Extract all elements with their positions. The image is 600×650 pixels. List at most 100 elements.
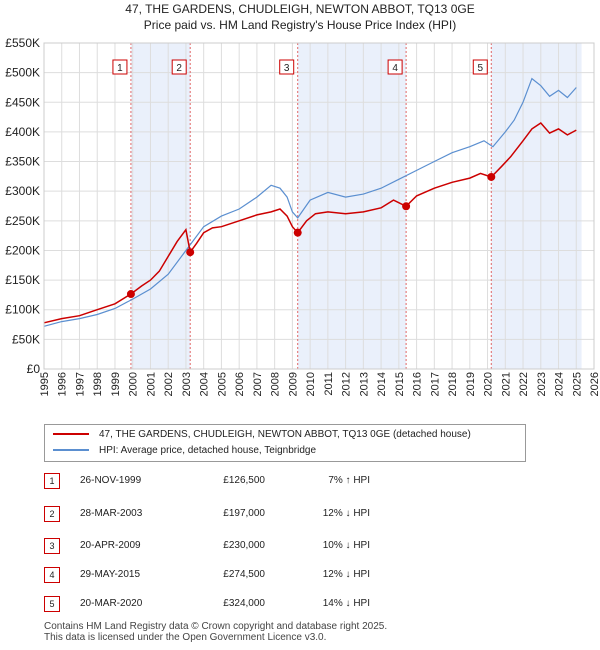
- y-tick-label: £50K: [12, 332, 40, 346]
- legend-swatch-price: [53, 433, 89, 436]
- sale-number-badge: 5: [44, 596, 60, 612]
- sale-price: £126,500: [223, 475, 265, 486]
- x-tick-label: 2001: [145, 372, 157, 396]
- x-tick-label: 2025: [571, 372, 583, 396]
- x-tick-label: 2007: [252, 372, 264, 396]
- y-tick-label: £250K: [5, 214, 40, 228]
- sales-row: 4 29-MAY-2015 £274,500 12% ↓ HPI: [0, 566, 600, 584]
- sale-point: [487, 172, 496, 181]
- sale-point: [126, 290, 135, 299]
- sale-marker-box: [279, 59, 295, 75]
- sale-marker-label: 3: [284, 63, 290, 74]
- legend-label-hpi: HPI: Average price, detached house, Teig…: [99, 445, 317, 456]
- sale-marker-box: [112, 59, 128, 75]
- sale-marker-box: [387, 59, 403, 75]
- sale-price: £230,000: [223, 540, 265, 551]
- x-tick-label: 2004: [199, 372, 211, 396]
- sale-point: [402, 202, 411, 211]
- x-tick-label: 1995: [39, 372, 51, 396]
- sale-hpi-delta: 7% ↑ HPI: [328, 475, 370, 486]
- sale-date: 28-MAR-2003: [80, 508, 143, 519]
- x-tick-label: 2021: [500, 372, 512, 396]
- x-tick-label: 2002: [163, 372, 175, 396]
- y-tick-label: £150K: [5, 273, 40, 287]
- x-tick-label: 2011: [323, 372, 335, 396]
- sale-price: £197,000: [223, 508, 265, 519]
- x-tick-label: 2012: [341, 372, 353, 396]
- legend-swatch-hpi: [53, 449, 89, 452]
- legend-item-hpi: HPI: Average price, detached house, Teig…: [53, 443, 316, 459]
- x-tick-label: 1996: [57, 372, 69, 396]
- y-tick-label: £100K: [5, 303, 40, 317]
- x-tick-label: 2000: [128, 372, 140, 396]
- x-tick-label: 2022: [518, 372, 530, 396]
- sale-hpi-delta: 10% ↓ HPI: [322, 540, 370, 551]
- y-tick-label: £0: [27, 362, 41, 376]
- chart-subtitle: Price paid vs. HM Land Registry's House …: [143, 18, 457, 32]
- sale-hpi-delta: 14% ↓ HPI: [322, 598, 370, 609]
- x-tick-label: 2009: [287, 372, 299, 396]
- x-tick-label: 2019: [465, 372, 477, 396]
- legend-label-price: 47, THE GARDENS, CHUDLEIGH, NEWTON ABBOT…: [99, 429, 471, 440]
- sale-date: 20-APR-2009: [80, 540, 141, 551]
- sales-row: 1 26-NOV-1999 £126,500 7% ↑ HPI: [0, 472, 600, 490]
- x-tick-label: 1997: [74, 372, 86, 396]
- footer-licence: This data is licensed under the Open Gov…: [44, 632, 327, 643]
- sales-row: 5 20-MAR-2020 £324,000 14% ↓ HPI: [0, 595, 600, 613]
- sale-hpi-delta: 12% ↓ HPI: [322, 569, 370, 580]
- sale-point: [186, 248, 195, 257]
- y-tick-label: £400K: [5, 125, 40, 139]
- x-tick-label: 2020: [483, 372, 495, 396]
- legend-item-price: 47, THE GARDENS, CHUDLEIGH, NEWTON ABBOT…: [53, 427, 471, 443]
- sales-row: 2 28-MAR-2003 £197,000 12% ↓ HPI: [0, 505, 600, 523]
- sale-date: 29-MAY-2015: [80, 569, 141, 580]
- sale-price: £324,000: [223, 598, 265, 609]
- hpi-series-line: [43, 77, 577, 327]
- y-tick-label: £350K: [5, 155, 40, 169]
- y-tick-label: £550K: [5, 36, 40, 50]
- x-tick-label: 1999: [110, 372, 122, 396]
- x-tick-label: 2024: [554, 372, 566, 396]
- chart-title-address: 47, THE GARDENS, CHUDLEIGH, NEWTON ABBOT…: [125, 2, 475, 16]
- x-tick-label: 2013: [358, 372, 370, 396]
- sale-point: [293, 228, 302, 237]
- x-tick-label: 2006: [234, 372, 246, 396]
- sale-date: 26-NOV-1999: [80, 475, 142, 486]
- price-chart: £0 £50K £100K £150K £200K £250K £300K £350K £400…: [5, 36, 600, 396]
- shaded-period: [130, 43, 191, 369]
- chart-legend: 47, THE GARDENS, CHUDLEIGH, NEWTON ABBOT…: [44, 424, 526, 462]
- x-tick-label: 2018: [447, 372, 459, 396]
- x-tick-label: 2026: [589, 372, 600, 396]
- x-tick-label: 2003: [181, 372, 193, 396]
- sale-marker-box: [171, 59, 187, 75]
- x-tick-label: 2016: [412, 372, 424, 396]
- sales-row: 3 20-APR-2009 £230,000 10% ↓ HPI: [0, 537, 600, 555]
- x-tick-label: 2017: [429, 372, 441, 396]
- plot-frame: [43, 42, 595, 370]
- sale-marker-label: 2: [176, 63, 182, 74]
- y-tick-label: £300K: [5, 184, 40, 198]
- x-tick-label: 2015: [394, 372, 406, 396]
- sale-price: £274,500: [223, 569, 265, 580]
- sale-marker-label: 5: [477, 63, 483, 74]
- x-tick-label: 2005: [216, 372, 228, 396]
- x-tick-label: 2014: [376, 372, 388, 396]
- x-tick-label: 2010: [305, 372, 317, 396]
- footer-copyright: Contains HM Land Registry data © Crown c…: [44, 621, 388, 632]
- sale-number-badge: 3: [44, 538, 60, 554]
- sale-marker-label: 4: [392, 63, 398, 74]
- y-tick-label: £500K: [5, 66, 40, 80]
- sale-date: 20-MAR-2020: [80, 598, 143, 609]
- y-tick-label: £200K: [5, 243, 40, 257]
- shaded-period: [297, 43, 407, 369]
- sale-number-badge: 4: [44, 567, 60, 583]
- sale-number-badge: 2: [44, 506, 60, 522]
- x-tick-label: 1998: [92, 372, 104, 396]
- sale-hpi-delta: 12% ↓ HPI: [322, 508, 370, 519]
- y-tick-label: £450K: [5, 95, 40, 109]
- sale-marker-box: [472, 59, 488, 75]
- x-tick-label: 2023: [536, 372, 548, 396]
- x-tick-label: 2008: [270, 372, 282, 396]
- sale-number-badge: 1: [44, 473, 60, 489]
- sale-marker-label: 1: [117, 63, 123, 74]
